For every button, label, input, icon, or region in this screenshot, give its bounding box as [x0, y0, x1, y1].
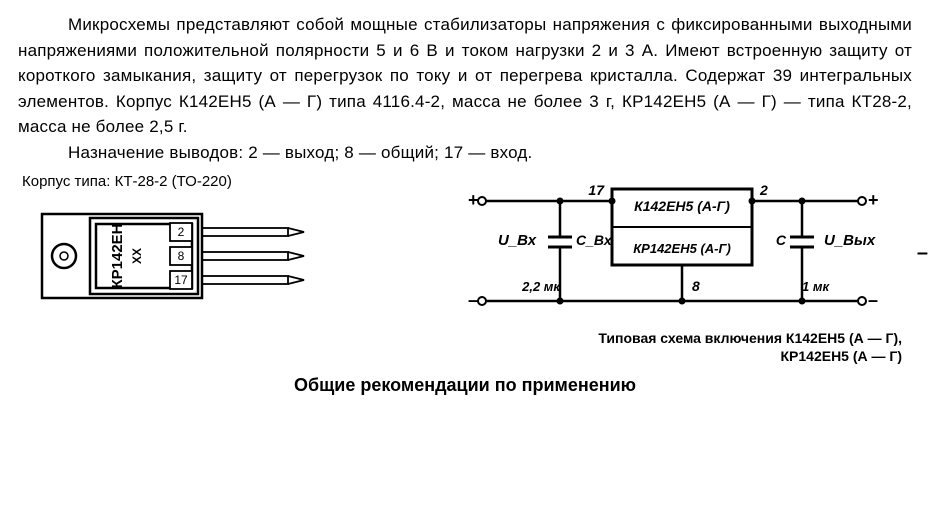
svg-text:U_Вх: U_Вх [498, 232, 537, 249]
schematic-figure: + + – – К142ЕН5 (А-Г) КР142ЕН5 (А-Г) 17 2 8 C_Вх 2… [452, 173, 912, 365]
svg-text:–: – [468, 290, 478, 310]
package-figure: Корпус типа: КТ-28-2 (ТО-220) КР142ЕНXX 2… [22, 173, 422, 316]
para1-text: Микросхемы представляют собой мощные ста… [18, 15, 912, 136]
section-title: Общие рекомендации по применению [18, 375, 912, 396]
schematic-caption: Типовая схема включения К142ЕН5 (А — Г),… [452, 329, 912, 365]
stray-minus: – [917, 242, 928, 265]
svg-text:1 мк: 1 мк [802, 279, 830, 294]
svg-text:+: + [868, 190, 879, 210]
main-paragraph-2: Назначение выводов: 2 — выход; 8 — общий… [18, 140, 912, 166]
svg-text:C_Вх: C_Вх [576, 232, 613, 248]
svg-text:+: + [468, 190, 479, 210]
para2-text: Назначение выводов: 2 — выход; 8 — общий… [68, 143, 532, 162]
svg-text:8: 8 [692, 278, 700, 294]
svg-text:U_Вых: U_Вых [824, 232, 876, 249]
schematic-caption-line1: Типовая схема включения К142ЕН5 (А — Г), [598, 330, 902, 346]
svg-text:–: – [868, 290, 878, 310]
svg-text:КР142ЕН5 (А-Г): КР142ЕН5 (А-Г) [633, 241, 731, 256]
package-svg: КР142ЕНXX 2 8 17 [22, 196, 322, 316]
svg-text:8: 8 [178, 249, 185, 263]
schematic-caption-line2: КР142ЕН5 (А — Г) [780, 348, 902, 364]
svg-text:17: 17 [174, 273, 188, 287]
schematic-svg: + + – – К142ЕН5 (А-Г) КР142ЕН5 (А-Г) 17 2 8 C_Вх 2… [452, 173, 892, 323]
main-paragraph-1: Микросхемы представляют собой мощные ста… [18, 12, 912, 140]
package-caption: Корпус типа: КТ-28-2 (ТО-220) [22, 173, 422, 190]
svg-text:C: C [776, 232, 787, 248]
svg-text:КР142ЕН: КР142ЕН [109, 223, 126, 288]
svg-text:К142ЕН5 (А-Г): К142ЕН5 (А-Г) [634, 198, 730, 214]
svg-text:2: 2 [759, 182, 768, 198]
svg-text:XX: XX [130, 248, 144, 264]
svg-text:2,2 мк: 2,2 мк [521, 279, 561, 294]
svg-text:2: 2 [178, 225, 185, 239]
svg-text:17: 17 [588, 182, 605, 198]
